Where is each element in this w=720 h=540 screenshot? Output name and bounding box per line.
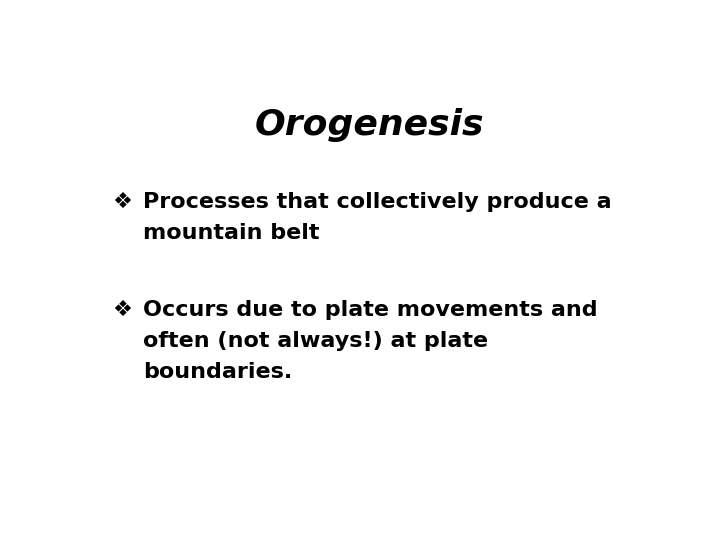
Text: ❖: ❖ — [112, 192, 132, 212]
Text: ❖: ❖ — [112, 300, 132, 320]
Text: Occurs due to plate movements and: Occurs due to plate movements and — [143, 300, 598, 320]
Text: Orogenesis: Orogenesis — [254, 109, 484, 143]
Text: mountain belt: mountain belt — [143, 223, 320, 243]
Text: boundaries.: boundaries. — [143, 362, 292, 382]
Text: Processes that collectively produce a: Processes that collectively produce a — [143, 192, 611, 212]
Text: often (not always!) at plate: often (not always!) at plate — [143, 331, 488, 351]
